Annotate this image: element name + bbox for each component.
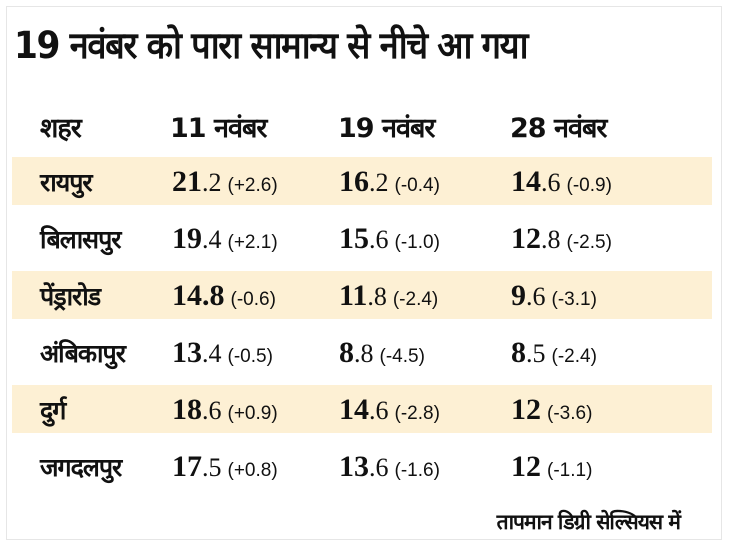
temp-deviation: (-1.1) <box>547 460 593 481</box>
city-name: दुर्ग <box>40 396 66 425</box>
temperature-cell: 13.6 (-1.6) <box>339 450 440 484</box>
temperature-cell: 13.4 (-0.5) <box>172 336 273 370</box>
temp-integer: 11 <box>339 279 368 312</box>
temp-deviation: (-2.8) <box>394 403 440 424</box>
temp-integer: 15 <box>339 222 369 255</box>
temp-integer: 18 <box>172 393 202 426</box>
temp-decimal: .4 <box>202 225 222 254</box>
temp-decimal: .6 <box>369 396 389 425</box>
temperature-cell: 12 (-1.1) <box>511 450 592 484</box>
temp-decimal: .6 <box>369 453 389 482</box>
temp-integer: 19 <box>172 222 202 255</box>
temp-integer: 14.8 <box>172 279 225 312</box>
temp-deviation: (-3.1) <box>551 289 597 310</box>
temp-decimal: .2 <box>202 168 222 197</box>
temp-deviation: (-0.4) <box>394 175 440 196</box>
temp-decimal: .2 <box>369 168 389 197</box>
temperature-cell: 15.6 (-1.0) <box>339 222 440 256</box>
temperature-cell: 11.8 (-2.4) <box>339 279 438 313</box>
temp-integer: 12 <box>511 393 541 426</box>
temperature-cell: 19.4 (+2.1) <box>172 222 278 256</box>
temp-deviation: (+0.8) <box>227 460 278 481</box>
temperature-cell: 12 (-3.6) <box>511 393 592 427</box>
temp-integer: 14 <box>339 393 369 426</box>
table-row: पेंड्रारोड 14.8 (-0.6) 11.8 (-2.4) 9.6 (-3.1) <box>12 271 712 319</box>
temperature-cell: 9.6 (-3.1) <box>511 279 597 313</box>
temp-decimal: .5 <box>202 453 222 482</box>
temp-deviation: (-0.6) <box>230 289 276 310</box>
temp-decimal: .8 <box>354 339 374 368</box>
temperature-cell: 16.2 (-0.4) <box>339 165 440 199</box>
city-name: पेंड्रारोड <box>40 282 101 311</box>
temperature-cell: 8.8 (-4.5) <box>339 336 425 370</box>
temp-deviation: (-2.5) <box>566 232 612 253</box>
temp-integer: 12 <box>511 450 541 483</box>
temperature-cell: 17.5 (+0.8) <box>172 450 278 484</box>
temp-deviation: (+2.1) <box>227 232 278 253</box>
table-row: दुर्ग 18.6 (+0.9) 14.6 (-2.8) 12 (-3.6) <box>12 385 712 433</box>
temperature-cell: 14.8 (-0.6) <box>172 279 276 313</box>
temp-deviation: (+2.6) <box>227 175 278 196</box>
temp-decimal: .8 <box>367 282 387 311</box>
header-nov-19: 19 नवंबर <box>338 113 435 144</box>
table-row: अंबिकापुर 13.4 (-0.5) 8.8 (-4.5) 8.5 (-2.4) <box>12 328 712 376</box>
temp-decimal: .6 <box>202 396 222 425</box>
temperature-cell: 8.5 (-2.4) <box>511 336 597 370</box>
temperature-cell: 12.8 (-2.5) <box>511 222 612 256</box>
header-nov-11: 11 नवंबर <box>170 113 267 144</box>
city-name: जगदलपुर <box>40 453 122 482</box>
temperature-cell: 21.2 (+2.6) <box>172 165 278 199</box>
temp-deviation: (+0.9) <box>227 403 278 424</box>
graphic-frame <box>6 6 722 540</box>
temp-integer: 9 <box>511 279 526 312</box>
temp-deviation: (-1.0) <box>394 232 440 253</box>
temp-deviation: (-3.6) <box>547 403 593 424</box>
temp-integer: 21 <box>172 165 202 198</box>
table-row: बिलासपुर 19.4 (+2.1) 15.6 (-1.0) 12.8 (-2.5) <box>12 214 712 262</box>
temp-decimal: .8 <box>541 225 561 254</box>
temp-integer: 8 <box>511 336 526 369</box>
temp-integer: 14 <box>511 165 541 198</box>
temp-integer: 17 <box>172 450 202 483</box>
header-city: शहर <box>40 113 82 144</box>
temp-deviation: (-2.4) <box>392 289 439 310</box>
temp-deviation: (-0.9) <box>566 175 612 196</box>
table-row: रायपुर 21.2 (+2.6) 16.2 (-0.4) 14.6 (-0.9) <box>12 157 712 205</box>
temperature-cell: 14.6 (-2.8) <box>339 393 440 427</box>
temp-integer: 12 <box>511 222 541 255</box>
unit-footnote: तापमान डिग्री सेल्सियस में <box>496 510 681 534</box>
temp-decimal: .4 <box>202 339 222 368</box>
temp-deviation: (-2.4) <box>551 346 597 367</box>
header-nov-28: 28 नवंबर <box>510 113 607 144</box>
temp-integer: 13 <box>172 336 202 369</box>
temp-deviation: (-1.6) <box>394 460 440 481</box>
temperature-cell: 14.6 (-0.9) <box>511 165 612 199</box>
temp-decimal: .5 <box>526 339 546 368</box>
temp-integer: 16 <box>339 165 369 198</box>
temp-decimal: .6 <box>541 168 561 197</box>
temp-integer: 13 <box>339 450 369 483</box>
temp-decimal: .6 <box>526 282 546 311</box>
city-name: रायपुर <box>40 168 93 197</box>
temp-decimal: .6 <box>369 225 389 254</box>
temp-integer: 8 <box>339 336 354 369</box>
city-name: अंबिकापुर <box>40 339 126 368</box>
temperature-cell: 18.6 (+0.9) <box>172 393 278 427</box>
city-name: बिलासपुर <box>40 225 122 254</box>
temp-deviation: (-4.5) <box>379 346 425 367</box>
temp-deviation: (-0.5) <box>227 346 273 367</box>
table-row: जगदलपुर 17.5 (+0.8) 13.6 (-1.6) 12 (-1.1) <box>12 442 712 490</box>
headline: 19 नवंबर को पारा सामान्य से नीचे आ गया <box>14 24 528 67</box>
